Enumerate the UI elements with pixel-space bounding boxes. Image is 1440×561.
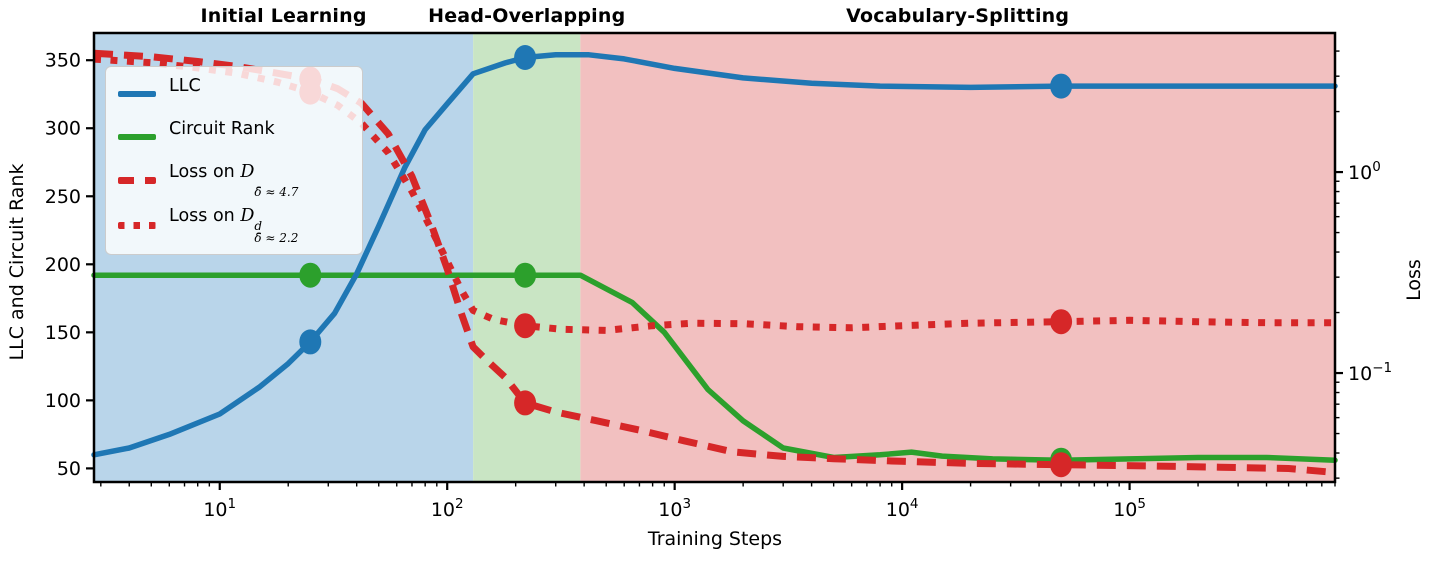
axes-spines xyxy=(92,31,1337,484)
legend-label-circuit-rank: Circuit Rank xyxy=(169,119,275,139)
y-left-tick-label: 50 xyxy=(57,458,81,480)
checkpoint-marker xyxy=(1050,452,1073,478)
checkpoint-marker xyxy=(299,262,322,288)
checkpoint-marker xyxy=(514,262,537,288)
checkpoint-marker xyxy=(514,313,537,339)
y-left-tick-label: 100 xyxy=(45,390,81,412)
legend-swatch-llc xyxy=(118,91,156,97)
y-left-tick-label: 150 xyxy=(45,322,81,344)
x-axis-label: Training Steps xyxy=(647,528,783,550)
legend-swatch-loss-dotted xyxy=(118,221,156,229)
y-left-tick-label: 200 xyxy=(45,254,81,276)
y-right-tick-label: 10−1 xyxy=(1348,360,1392,385)
y-axis-label-right: Loss xyxy=(1403,259,1425,301)
x-tick-label: 101 xyxy=(203,496,236,521)
region-title-initial-learning: Initial Learning xyxy=(200,5,367,27)
legend-swatch-circuit-rank xyxy=(118,134,156,140)
x-tick-label: 105 xyxy=(1113,496,1146,521)
x-tick-label: 102 xyxy=(431,496,464,521)
x-tick-label: 104 xyxy=(886,496,919,521)
legend-item-circuit-rank: Circuit Rank xyxy=(118,119,350,155)
y-right-tick-label: 100 xyxy=(1348,159,1381,184)
series-line xyxy=(91,52,1338,458)
y-axis-label-left: LLC and Circuit Rank xyxy=(6,163,28,361)
checkpoint-marker xyxy=(514,390,537,416)
y-left-tick-label: 300 xyxy=(45,118,81,140)
checkpoint-marker xyxy=(1050,73,1073,99)
checkpoint-marker xyxy=(1050,309,1073,335)
region-title-vocabulary-splitting: Vocabulary-Splitting xyxy=(846,5,1070,27)
legend-item-llc: LLC xyxy=(118,76,350,112)
y-left-tick-label: 250 xyxy=(45,186,81,208)
phase-band xyxy=(580,33,1335,482)
region-title-head-overlapping: Head-Overlapping xyxy=(428,5,626,27)
checkpoint-marker xyxy=(514,45,537,70)
checkpoint-marker xyxy=(299,329,322,355)
x-tick-label: 103 xyxy=(658,496,691,521)
legend-swatch-loss-dashed xyxy=(118,176,156,184)
legend-label-llc: LLC xyxy=(169,76,201,96)
y-left-tick-label: 350 xyxy=(45,50,81,72)
